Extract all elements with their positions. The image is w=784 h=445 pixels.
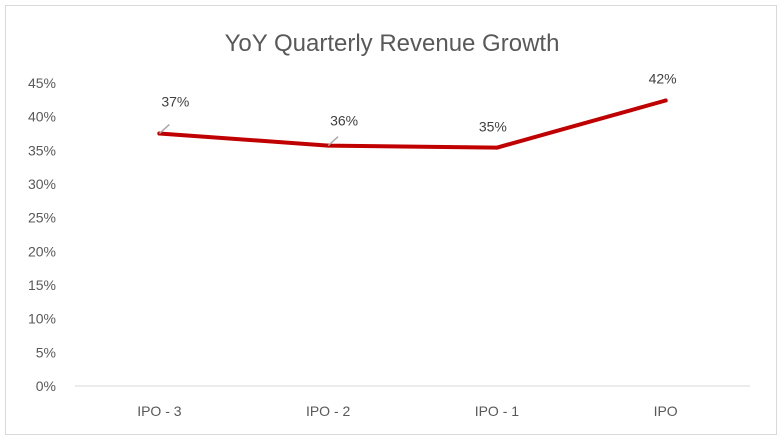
data-label: 35% (479, 119, 507, 135)
series-layer (157, 98, 668, 150)
data-label: 37% (161, 94, 189, 110)
y-tick-label: 40% (28, 109, 56, 125)
x-tick-label: IPO - 1 (475, 403, 520, 419)
y-tick-label: 20% (28, 243, 56, 259)
y-tick-label: 25% (28, 210, 56, 226)
x-tick-label: IPO - 2 (306, 403, 351, 419)
y-tick-label: 10% (28, 311, 56, 327)
x-tick-label: IPO - 3 (137, 403, 182, 419)
x-tick-label: IPO (654, 403, 678, 419)
chart-frame (5, 5, 777, 435)
chart-title: YoY Quarterly Revenue Growth (225, 30, 560, 57)
data-label-leader (158, 123, 170, 135)
data-label: 36% (330, 113, 358, 129)
data-label: 42% (649, 71, 677, 87)
y-axis: 0% 5% 10% 15% 20% 25% 30% 35% 40% 45% (28, 75, 56, 394)
y-tick-label: 30% (28, 176, 56, 192)
y-tick-label: 0% (36, 378, 56, 394)
data-label-layer: 37% 36% 35% 42% (158, 71, 677, 147)
data-label-leader (327, 136, 339, 147)
y-tick-label: 35% (28, 142, 56, 158)
data-point (494, 145, 499, 150)
data-point (663, 98, 668, 103)
y-tick-label: 5% (36, 344, 56, 360)
y-tick-label: 15% (28, 277, 56, 293)
series-line (157, 98, 668, 150)
y-tick-label: 45% (28, 75, 56, 91)
x-axis: IPO - 3 IPO - 2 IPO - 1 IPO (137, 403, 678, 419)
